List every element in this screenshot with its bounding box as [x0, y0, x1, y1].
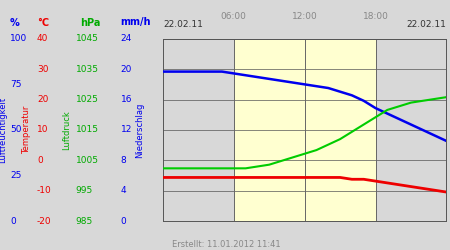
Text: 1005: 1005: [76, 156, 99, 165]
Text: 25: 25: [10, 171, 21, 180]
Text: hPa: hPa: [80, 18, 100, 28]
Text: 4: 4: [121, 186, 126, 195]
Text: 995: 995: [76, 186, 93, 195]
Text: 16: 16: [121, 95, 132, 104]
Text: Luftfeuchtigkeit: Luftfeuchtigkeit: [0, 97, 7, 163]
Text: 0: 0: [121, 217, 126, 226]
Text: -20: -20: [37, 217, 51, 226]
Text: Erstellt: 11.01.2012 11:41: Erstellt: 11.01.2012 11:41: [172, 240, 280, 249]
Text: 0: 0: [37, 156, 43, 165]
Text: 40: 40: [37, 34, 48, 43]
Text: °C: °C: [37, 18, 49, 28]
Text: Temperatur: Temperatur: [22, 106, 31, 154]
Text: 12:00: 12:00: [292, 12, 318, 21]
Text: 100: 100: [10, 34, 27, 43]
Text: 20: 20: [121, 65, 132, 74]
Text: 8: 8: [121, 156, 126, 165]
Text: 0: 0: [10, 217, 16, 226]
Text: 06:00: 06:00: [221, 12, 247, 21]
Text: %: %: [10, 18, 20, 28]
Text: 10: 10: [37, 126, 49, 134]
Text: 50: 50: [10, 126, 22, 134]
Text: -10: -10: [37, 186, 52, 195]
Text: mm/h: mm/h: [121, 18, 151, 28]
Text: 22.02.11: 22.02.11: [163, 20, 203, 29]
Text: 1045: 1045: [76, 34, 99, 43]
Bar: [234, 39, 375, 221]
Text: 20: 20: [37, 95, 48, 104]
Text: 1015: 1015: [76, 126, 99, 134]
Text: 1025: 1025: [76, 95, 99, 104]
Text: 30: 30: [37, 65, 49, 74]
Text: 22.02.11: 22.02.11: [406, 20, 446, 29]
Text: 75: 75: [10, 80, 22, 89]
Text: 24: 24: [121, 34, 132, 43]
Text: 12: 12: [121, 126, 132, 134]
Text: 985: 985: [76, 217, 93, 226]
Text: Niederschlag: Niederschlag: [135, 102, 144, 158]
Text: Luftdruck: Luftdruck: [62, 110, 71, 150]
Text: 18:00: 18:00: [363, 12, 388, 21]
Text: 1035: 1035: [76, 65, 99, 74]
